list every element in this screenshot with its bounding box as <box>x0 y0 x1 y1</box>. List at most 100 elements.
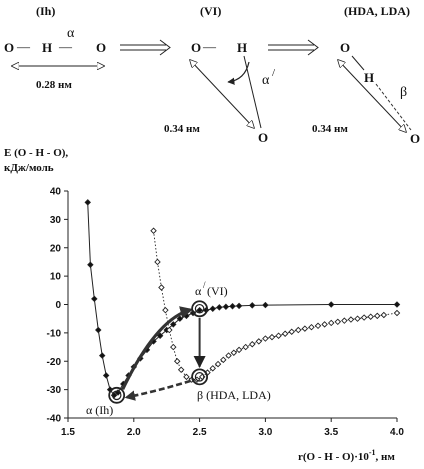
y-tick-label: -30 <box>47 385 62 396</box>
vi-oxygen-bottom: O <box>258 130 268 145</box>
series-2-point <box>301 325 309 332</box>
y-tick-label: 0 <box>55 300 61 311</box>
vi-hydrogen: H <box>237 40 247 55</box>
y-axis-title-line2: кДж/моль <box>4 162 54 174</box>
series-2-point <box>314 322 322 330</box>
x-axis-title-exponent: -1 <box>369 448 376 457</box>
ih-oxygen-right: O <box>96 40 106 55</box>
x-tick-label: 1.5 <box>61 427 75 438</box>
series-points <box>84 199 401 399</box>
phase-title-ih: (Ih) <box>36 4 55 18</box>
series-2-point <box>166 326 173 334</box>
vi-distance-label: 0.34 нм <box>164 123 200 135</box>
x-tick-label: 3.0 <box>258 427 272 438</box>
series-2-point <box>393 309 401 317</box>
hda-hydrogen: H <box>364 70 374 85</box>
x-tick-label: 2.5 <box>193 427 207 438</box>
series-2-point <box>214 360 222 368</box>
series-2-point <box>255 338 263 345</box>
series-1-point <box>222 303 230 311</box>
x-tick-label: 2.0 <box>127 427 141 438</box>
hda-distance-label: 0.34 нм <box>312 123 348 135</box>
phase-title-hda-lda: (HDA, LDA) <box>344 4 410 18</box>
ih-distance-label: 0.28 нм <box>36 79 72 91</box>
hda-beta-label: β <box>400 85 407 100</box>
highlight-ring-alpha-ih <box>108 386 126 404</box>
hda-covalent-bond <box>351 55 365 71</box>
series-1-point <box>91 295 98 303</box>
y-tick-labels: 40 30 20 10 0 -10 -20 -30 -40 <box>47 187 62 425</box>
series-2-point <box>183 373 190 381</box>
series-1-point <box>235 302 243 310</box>
series-2-point <box>150 227 157 234</box>
series-2-point <box>170 343 177 351</box>
series-2-point <box>158 284 165 291</box>
series-2-point <box>288 328 295 335</box>
series-2-point <box>321 321 328 328</box>
hda-oxygen-bottom: O <box>410 131 420 146</box>
y-tick-label: 30 <box>50 215 62 226</box>
hda-distance-arrow <box>338 60 406 132</box>
series-2-point <box>220 356 227 364</box>
vi-bond: — <box>202 39 217 54</box>
y-tick-label: 20 <box>50 243 62 254</box>
series-2-point <box>268 333 276 341</box>
series-1-point <box>393 301 401 308</box>
series-2-point <box>347 316 355 323</box>
series-2-point <box>281 330 289 337</box>
highlight-ring-inner-alpha-ih <box>111 390 122 401</box>
ih-bond-left: — <box>16 39 31 54</box>
ih-bond-right: — <box>58 39 73 54</box>
series-1-point <box>327 301 335 308</box>
ih-hydrogen: H <box>42 40 52 55</box>
vi-alpha-prime-mark: / <box>272 67 276 79</box>
series-1-point <box>209 305 216 312</box>
series-2-point <box>334 318 342 326</box>
annotation-alpha-ih: α (Ih) <box>86 403 113 417</box>
series-2-point <box>235 346 243 354</box>
hda-oxygen-top: O <box>340 40 350 55</box>
series-1-point <box>216 304 223 311</box>
series-1-point <box>170 321 177 328</box>
y-tick-label: -20 <box>47 357 62 368</box>
energy-chart: E (O - H - O), кДж/моль 40 30 20 10 0 -10 -20 -… <box>4 147 404 463</box>
x-axis-title-unit: , нм <box>376 451 396 463</box>
series-2-point <box>230 349 238 356</box>
series-2-point <box>262 335 269 342</box>
series-1-point <box>98 352 106 359</box>
highlight-ring-alpha-vi <box>191 300 209 318</box>
series-2-point <box>154 258 161 266</box>
transition-overlay <box>108 300 209 404</box>
series-2-point <box>177 366 185 373</box>
series-2-point <box>354 315 361 322</box>
series-2-point <box>162 306 169 314</box>
vi-oxygen-top: O <box>191 40 201 55</box>
transition-arrow-2 <box>268 39 319 56</box>
series-2-point <box>341 317 348 324</box>
x-tick-label: 3.5 <box>324 427 338 438</box>
transition-arrow-ih-to-vi <box>121 306 194 390</box>
series-2-point <box>249 340 256 348</box>
annotation-alpha-vi-prime: / <box>203 280 206 290</box>
phase-title-vi: (VI) <box>200 4 221 18</box>
series-1-point <box>95 326 102 334</box>
series-1-point <box>156 332 164 339</box>
highlight-ring-inner-beta <box>194 372 205 382</box>
x-tick-label: 4.0 <box>390 427 404 438</box>
y-tick-label: -10 <box>47 328 62 339</box>
series-1-point <box>84 199 91 206</box>
series-2-point <box>327 319 335 327</box>
series-2-point <box>225 352 232 359</box>
series-2-point <box>367 313 374 320</box>
annotation-alpha-vi: α <box>195 284 202 298</box>
series-2-point <box>242 343 249 351</box>
transition-arrow-1 <box>120 39 171 56</box>
series-2-point <box>275 332 282 339</box>
series-1-point <box>183 312 190 320</box>
vi-distance-arrow <box>190 60 254 128</box>
series-1-point <box>249 302 256 309</box>
bond-diagram: (Ih) (VI) (HDA, LDA) O — H — O α 0.28 нм… <box>4 4 420 146</box>
series-2-point <box>209 365 216 372</box>
chart-axes <box>64 190 398 422</box>
